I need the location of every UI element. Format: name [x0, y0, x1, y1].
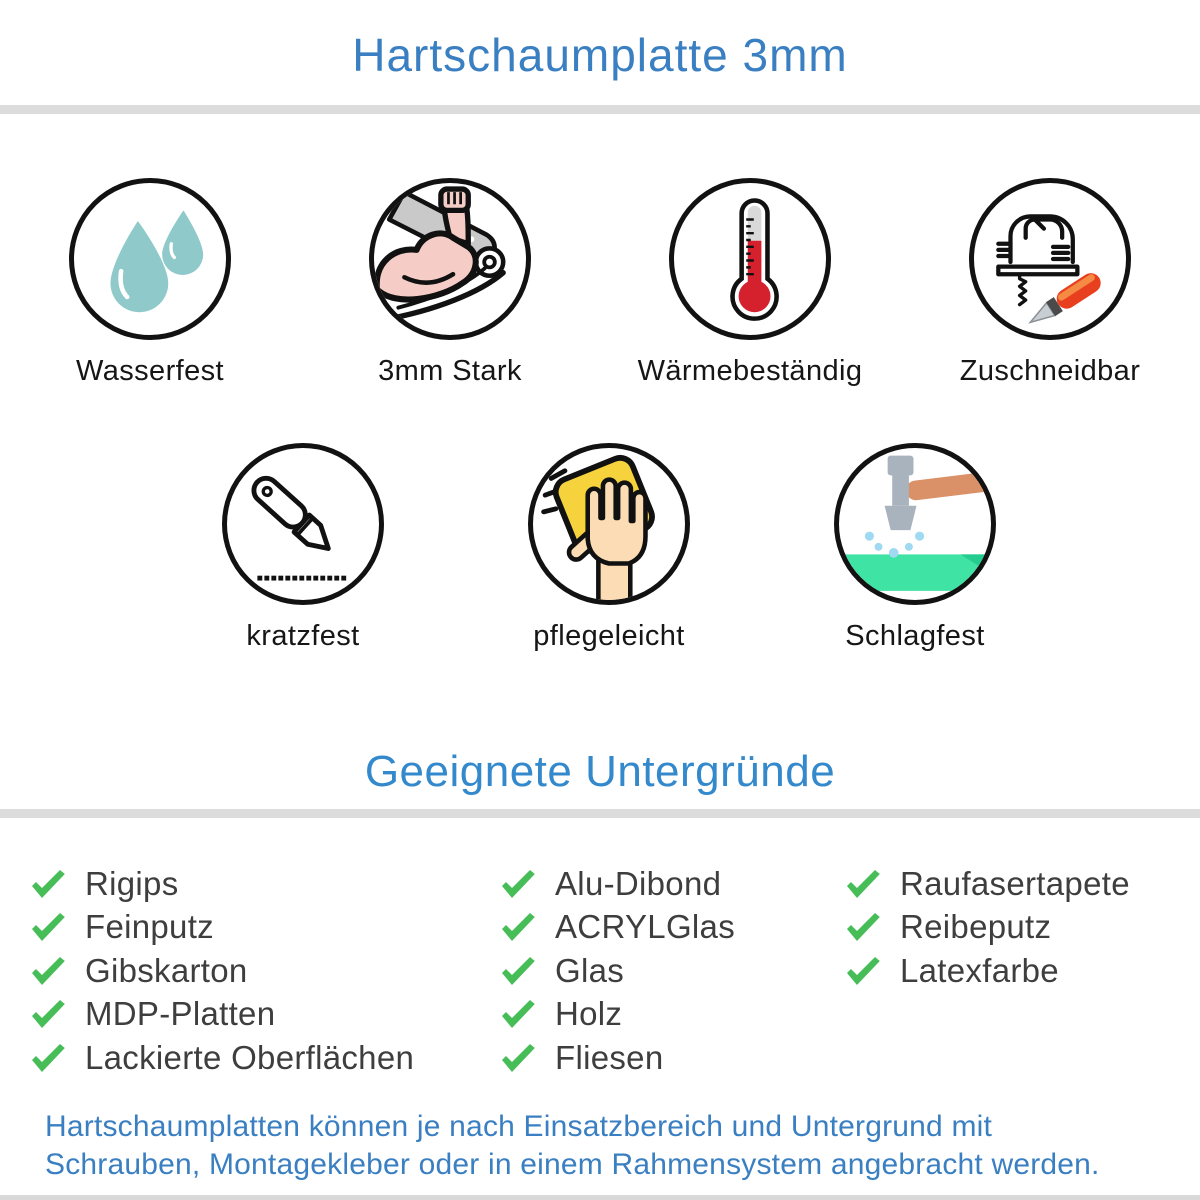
check-icon [502, 913, 535, 942]
substrate-label: MDP-Platten [85, 995, 276, 1033]
footer-line-2: Schrauben, Montagekleber oder in einem R… [45, 1147, 1100, 1181]
substrate-item: Latexfarbe [843, 949, 1200, 993]
substrate-item: Raufasertapete [843, 862, 1200, 906]
substrate-label: Reibeputz [900, 908, 1052, 946]
feature-kratzfest: kratzfest [153, 443, 453, 653]
check-icon [32, 956, 65, 985]
substrate-item: Glas [498, 949, 843, 993]
check-icon [502, 869, 535, 898]
bottom-divider [0, 1195, 1200, 1200]
feature-zuschneidbar: Zuschneidbar [900, 178, 1200, 388]
check-icon [502, 1043, 535, 1072]
feature-wasserfest: Wasserfest [0, 178, 300, 388]
substrate-label: ACRYLGlas [555, 908, 735, 946]
check-icon [502, 956, 535, 985]
check-icon [847, 913, 880, 942]
feature-pflegeleicht: pflegeleicht [459, 443, 759, 653]
check-icon [32, 913, 65, 942]
substrates-section: Rigips Feinputz Gibskarton MDP-Platten L… [0, 818, 1200, 1080]
substrate-item: MDP-Platten [28, 993, 498, 1037]
substrate-item: ACRYLGlas [498, 906, 843, 950]
page-title: Hartschaumplatte 3mm [352, 29, 848, 81]
substrate-item: Alu-Dibond [498, 862, 843, 906]
check-icon [32, 1043, 65, 1072]
substrates-column-2: Alu-Dibond ACRYLGlas Glas Holz Fliesen [498, 862, 843, 1080]
water-drops-icon [69, 178, 231, 340]
feature-label: pflegeleicht [533, 620, 685, 652]
footer-note: Hartschaumplatten können je nach Einsatz… [0, 1108, 1200, 1184]
substrate-item: Gibskarton [28, 949, 498, 993]
substrate-item: Holz [498, 993, 843, 1037]
feature-3mm-stark: 3mm Stark [300, 178, 600, 388]
substrate-label: Fliesen [555, 1038, 664, 1076]
feature-label: Zuschneidbar [959, 355, 1141, 387]
substrate-label: Raufasertapete [900, 864, 1130, 902]
substrate-item: Fliesen [498, 1036, 843, 1080]
features-section: Wasserfest [0, 178, 1200, 653]
thermometer-icon [669, 178, 831, 340]
hammer-impact-icon [834, 443, 996, 605]
substrates-column-1: Rigips Feinputz Gibskarton MDP-Platten L… [28, 862, 498, 1080]
divider-middle [0, 809, 1200, 818]
check-icon [32, 1000, 65, 1029]
check-icon [32, 869, 65, 898]
substrate-item: Rigips [28, 862, 498, 906]
substrate-label: Rigips [85, 864, 179, 902]
divider-top [0, 105, 1200, 114]
jigsaw-cutter-icon [969, 178, 1131, 340]
substrates-heading: Geeignete Untergründe [364, 747, 836, 796]
feature-label: Schlagfest [845, 620, 985, 652]
feature-waermebestaendig: Wärmebeständig [600, 178, 900, 388]
substrate-label: Lackierte Oberflächen [85, 1038, 415, 1076]
substrate-label: Alu-Dibond [555, 864, 722, 902]
feature-label: kratzfest [246, 620, 360, 652]
substrate-label: Glas [555, 951, 625, 989]
substrates-column-3: Raufasertapete Reibeputz Latexfarbe [843, 862, 1200, 1080]
utility-knife-icon [222, 443, 384, 605]
feature-label: 3mm Stark [378, 355, 522, 387]
footer-line-1: Hartschaumplatten können je nach Einsatz… [45, 1109, 993, 1143]
check-icon [847, 956, 880, 985]
feature-label: Wärmebeständig [637, 355, 863, 387]
substrate-label: Holz [555, 995, 623, 1033]
features-row-2: kratzfest [0, 443, 1200, 653]
substrate-item: Lackierte Oberflächen [28, 1036, 498, 1080]
substrate-item: Feinputz [28, 906, 498, 950]
feature-schlagfest: Schlagfest [765, 443, 1065, 653]
cleaning-hand-icon [528, 443, 690, 605]
check-icon [847, 869, 880, 898]
muscle-arm-icon [369, 178, 531, 340]
substrate-label: Latexfarbe [900, 951, 1059, 989]
substrate-label: Gibskarton [85, 951, 248, 989]
check-icon [502, 1000, 535, 1029]
features-row-1: Wasserfest [0, 178, 1200, 388]
feature-label: Wasserfest [76, 355, 224, 387]
substrate-label: Feinputz [85, 908, 214, 946]
substrate-item: Reibeputz [843, 906, 1200, 950]
